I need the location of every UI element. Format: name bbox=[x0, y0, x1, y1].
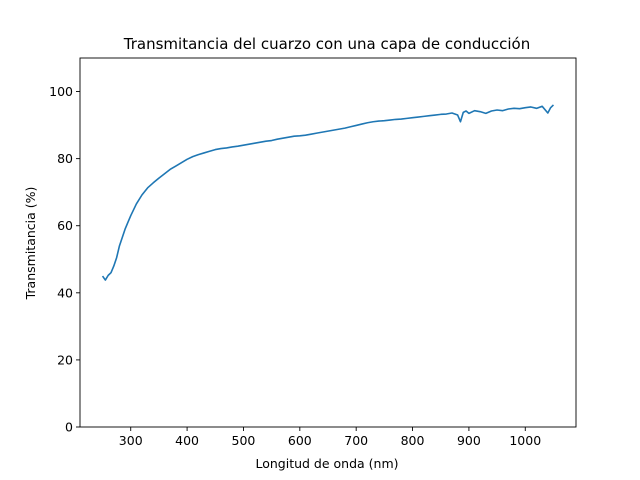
y-tick-label: 100 bbox=[49, 84, 73, 99]
x-tick-label: 600 bbox=[288, 433, 312, 448]
y-axis-label: Transmitancia (%) bbox=[23, 187, 38, 301]
x-tick-label: 900 bbox=[457, 433, 481, 448]
y-tick-label: 0 bbox=[65, 420, 73, 435]
x-axis-ticks: 300 400 500 600 700 800 900 1000 bbox=[119, 427, 541, 448]
y-tick-label: 40 bbox=[57, 285, 73, 300]
plot-area bbox=[79, 57, 577, 428]
y-tick-label: 60 bbox=[57, 218, 73, 233]
y-tick-label: 80 bbox=[57, 151, 73, 166]
x-tick-label: 500 bbox=[232, 433, 256, 448]
series-line-0 bbox=[101, 104, 555, 281]
y-axis-ticks: 0 20 40 60 80 100 bbox=[49, 84, 80, 435]
x-tick-label: 800 bbox=[401, 433, 425, 448]
chart-title: Transmitancia del cuarzo con una capa de… bbox=[123, 35, 530, 53]
x-tick-label: 400 bbox=[175, 433, 199, 448]
x-tick-label: 700 bbox=[344, 433, 368, 448]
plot-frame bbox=[79, 57, 577, 428]
x-tick-label: 1000 bbox=[509, 433, 541, 448]
y-tick-label: 20 bbox=[57, 352, 73, 367]
x-axis-label: Longitud de onda (nm) bbox=[255, 456, 398, 471]
x-tick-label: 300 bbox=[119, 433, 143, 448]
